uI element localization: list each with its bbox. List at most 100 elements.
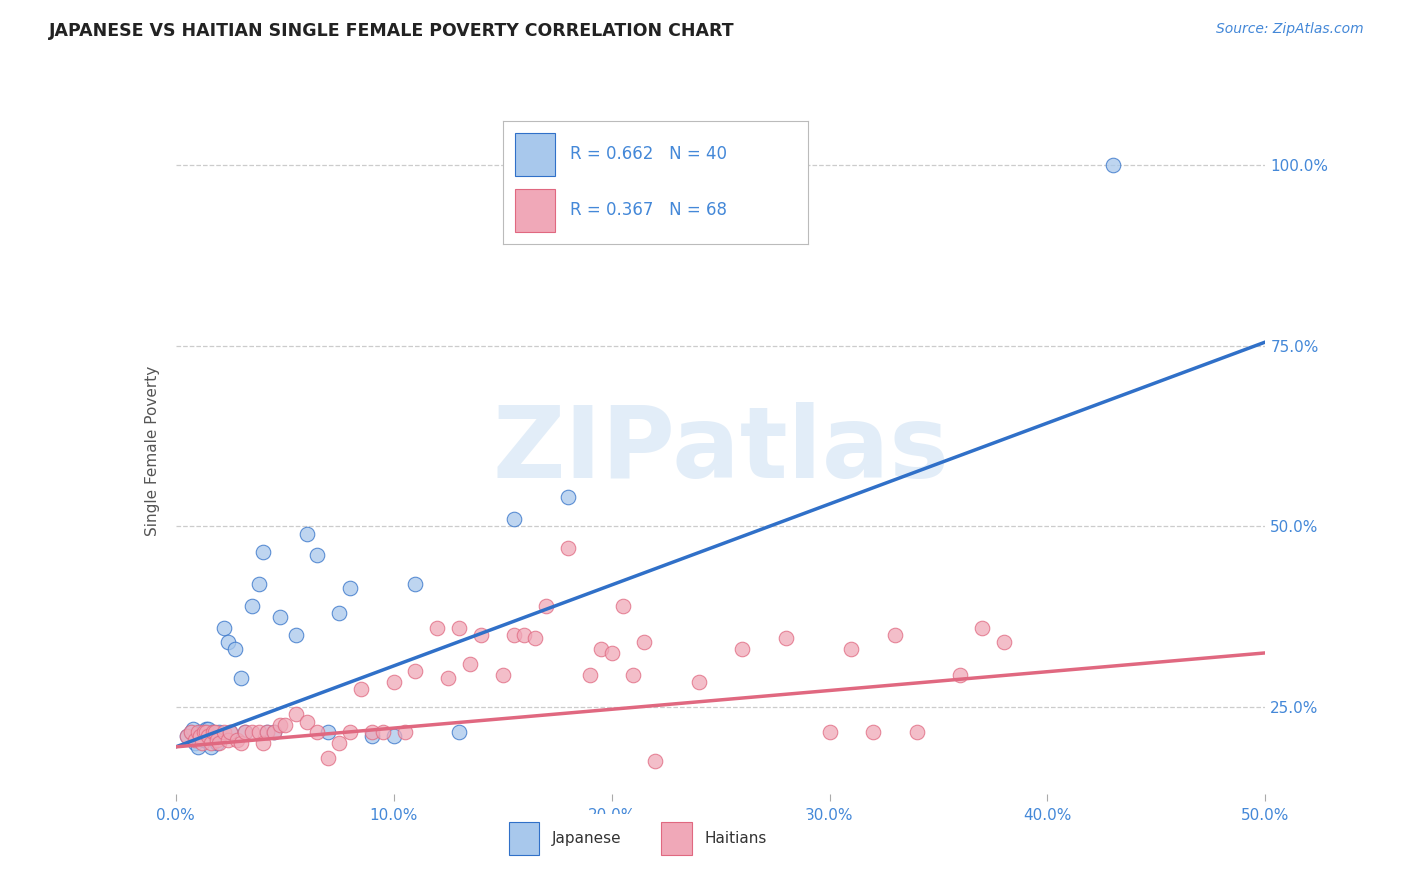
Point — [862, 725, 884, 739]
Point — [231, 671, 253, 685]
Point — [252, 544, 274, 558]
Point — [307, 725, 329, 739]
Point — [200, 739, 222, 754]
Point — [557, 491, 579, 505]
Point — [1102, 158, 1125, 172]
Point — [256, 725, 278, 739]
Point — [612, 599, 634, 613]
Point — [492, 667, 515, 681]
Point — [195, 722, 218, 736]
Point — [318, 750, 340, 764]
Point — [884, 628, 907, 642]
Point — [470, 628, 492, 642]
Point — [224, 642, 246, 657]
Point — [205, 736, 228, 750]
Point — [180, 725, 202, 739]
Point — [534, 599, 557, 613]
Y-axis label: Single Female Poverty: Single Female Poverty — [145, 366, 160, 535]
Point — [274, 718, 297, 732]
Point — [197, 722, 219, 736]
Point — [818, 725, 841, 739]
Point — [524, 632, 547, 646]
Point — [240, 725, 263, 739]
Point — [247, 577, 270, 591]
Point — [197, 729, 219, 743]
Point — [231, 736, 253, 750]
Point — [905, 725, 928, 739]
Point — [191, 725, 214, 739]
Point — [579, 667, 602, 681]
Point — [263, 725, 285, 739]
Point — [284, 628, 307, 642]
Point — [191, 736, 214, 750]
Point — [360, 729, 382, 743]
Point — [235, 725, 257, 739]
Point — [176, 729, 198, 743]
Point — [458, 657, 481, 671]
Point — [447, 725, 470, 739]
Point — [295, 714, 318, 729]
Point — [350, 681, 373, 696]
Point — [208, 725, 231, 739]
Text: Source: ZipAtlas.com: Source: ZipAtlas.com — [1216, 22, 1364, 37]
Point — [204, 729, 226, 743]
Point — [204, 725, 226, 739]
Point — [382, 729, 405, 743]
Point — [181, 722, 204, 736]
Point — [201, 725, 224, 739]
Point — [256, 725, 278, 739]
Point — [217, 635, 239, 649]
Point — [339, 581, 361, 595]
Point — [186, 739, 209, 754]
Point — [405, 577, 427, 591]
Point — [318, 725, 340, 739]
Point — [949, 667, 972, 681]
Point — [557, 541, 579, 555]
Point — [731, 642, 754, 657]
Point — [688, 674, 710, 689]
Point — [600, 646, 623, 660]
Point — [235, 725, 257, 739]
Point — [205, 732, 228, 747]
Point — [394, 725, 416, 739]
Point — [295, 526, 318, 541]
Point — [502, 628, 524, 642]
Point — [263, 725, 285, 739]
Point — [307, 549, 329, 563]
Point — [219, 725, 242, 739]
Point — [382, 674, 405, 689]
Point — [621, 667, 644, 681]
Point — [328, 606, 350, 620]
Point — [339, 725, 361, 739]
Point — [328, 736, 350, 750]
Point — [212, 725, 235, 739]
Point — [240, 599, 263, 613]
Point — [193, 725, 215, 739]
Point — [195, 725, 218, 739]
Point — [269, 609, 291, 624]
Point — [225, 732, 247, 747]
Text: JAPANESE VS HAITIAN SINGLE FEMALE POVERTY CORRELATION CHART: JAPANESE VS HAITIAN SINGLE FEMALE POVERT… — [49, 22, 735, 40]
Point — [841, 642, 863, 657]
Point — [644, 755, 666, 769]
Point — [247, 725, 270, 739]
Point — [186, 725, 209, 739]
Point — [208, 736, 231, 750]
Point — [201, 725, 224, 739]
Point — [193, 732, 215, 747]
Point — [360, 725, 382, 739]
Point — [502, 512, 524, 526]
Point — [405, 664, 427, 678]
Point — [217, 732, 239, 747]
Point — [184, 732, 207, 747]
Point — [269, 718, 291, 732]
Point — [176, 729, 198, 743]
Point — [426, 621, 449, 635]
Point — [589, 642, 612, 657]
Point — [775, 632, 797, 646]
Point — [993, 635, 1015, 649]
Point — [200, 736, 222, 750]
Point — [188, 725, 211, 739]
Point — [447, 621, 470, 635]
Point — [513, 628, 536, 642]
